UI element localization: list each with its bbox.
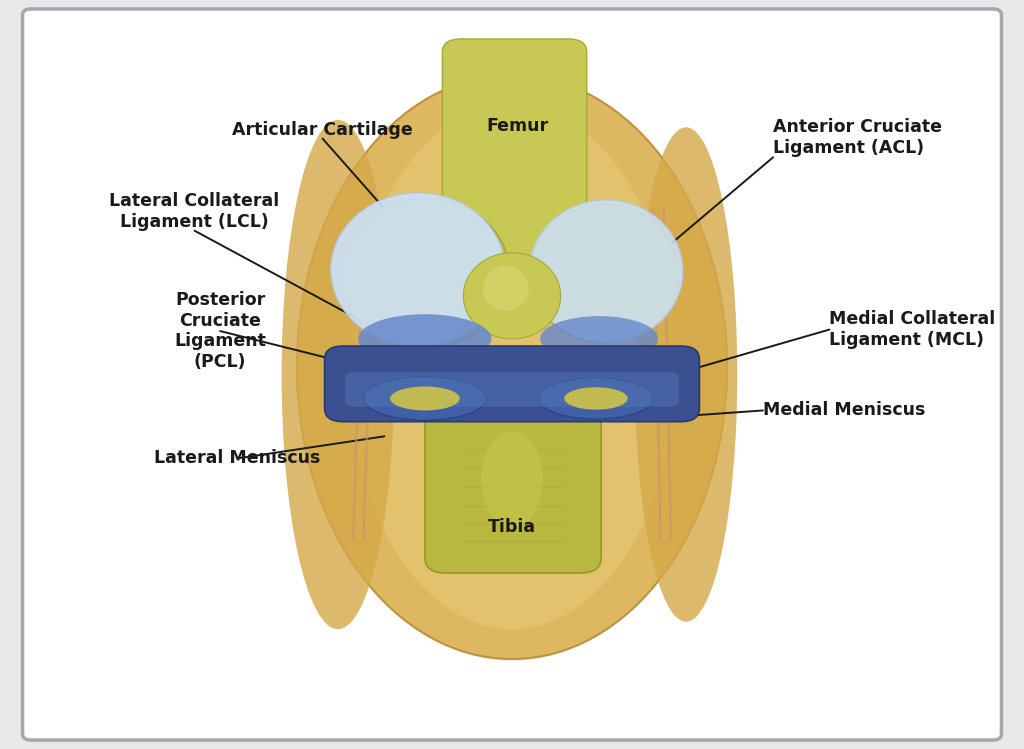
Text: Articular Cartilage: Articular Cartilage — [232, 121, 413, 139]
Text: Lateral Collateral
Ligament (LCL): Lateral Collateral Ligament (LCL) — [110, 192, 280, 231]
FancyBboxPatch shape — [442, 39, 587, 268]
Ellipse shape — [358, 314, 492, 363]
FancyBboxPatch shape — [425, 386, 601, 573]
Text: Anterior Cruciate
Ligament (ACL): Anterior Cruciate Ligament (ACL) — [773, 118, 942, 157]
Text: Tibia: Tibia — [488, 518, 536, 536]
Text: Femur: Femur — [486, 117, 548, 135]
Ellipse shape — [340, 198, 510, 348]
Ellipse shape — [282, 120, 394, 629]
Ellipse shape — [529, 200, 683, 342]
Ellipse shape — [331, 192, 505, 346]
Ellipse shape — [483, 266, 528, 311]
Ellipse shape — [481, 431, 543, 528]
Ellipse shape — [297, 75, 727, 659]
Text: Posterior
Cruciate
Ligament
(PCL): Posterior Cruciate Ligament (PCL) — [174, 291, 266, 372]
Ellipse shape — [530, 204, 678, 343]
Text: Medial Meniscus: Medial Meniscus — [763, 401, 926, 419]
Ellipse shape — [390, 386, 460, 410]
Text: Lateral Meniscus: Lateral Meniscus — [155, 449, 321, 467]
FancyBboxPatch shape — [345, 372, 679, 407]
Ellipse shape — [463, 253, 561, 339]
Ellipse shape — [539, 377, 653, 419]
Ellipse shape — [348, 105, 676, 629]
Text: Medial Collateral
Ligament (MCL): Medial Collateral Ligament (MCL) — [829, 310, 995, 349]
Ellipse shape — [541, 316, 657, 361]
Ellipse shape — [364, 377, 486, 420]
FancyBboxPatch shape — [325, 346, 699, 422]
Ellipse shape — [564, 387, 628, 410]
Ellipse shape — [635, 127, 737, 622]
